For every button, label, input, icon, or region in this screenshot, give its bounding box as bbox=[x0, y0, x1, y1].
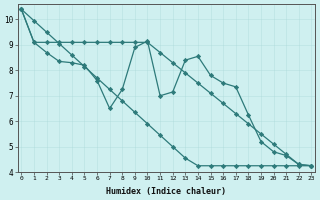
X-axis label: Humidex (Indice chaleur): Humidex (Indice chaleur) bbox=[107, 187, 227, 196]
